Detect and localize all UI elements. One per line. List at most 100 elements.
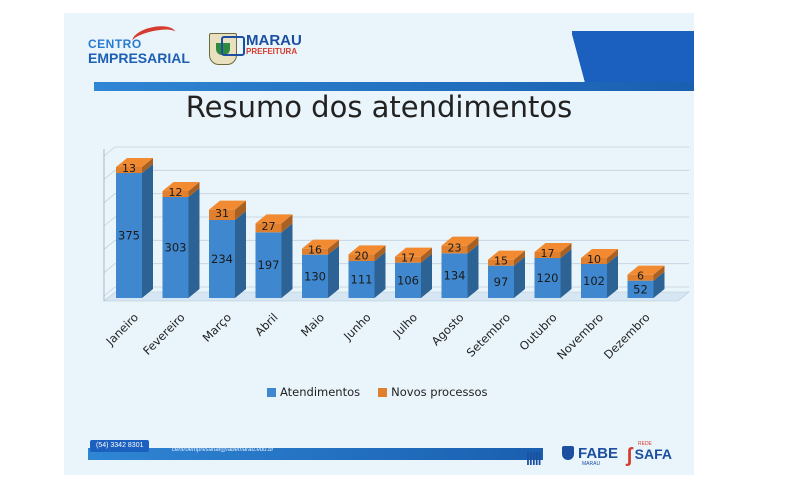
bar-top-novos-processos	[302, 239, 339, 249]
footer-phone: (54) 3342 8301	[90, 440, 150, 452]
chart-title: Resumo dos atendimentos	[185, 90, 573, 124]
bar-side-novos-processos	[467, 236, 479, 254]
safa-name: SAFA	[634, 446, 673, 462]
bar-side-atendimentos	[281, 223, 293, 298]
header-band	[94, 82, 694, 91]
bar-atendimentos	[488, 265, 514, 298]
x-tick-label: Maio	[298, 310, 327, 339]
bar-side-atendimentos	[328, 245, 339, 298]
bar-novos-processos	[627, 274, 654, 281]
bar-side-novos-processos	[421, 247, 432, 263]
bar-atendimentos	[348, 261, 375, 298]
stacked-bar-chart: 375 13 Janeiro 303 12 Fevereiro 234 31 Março 197 2…	[103, 146, 690, 362]
data-label-atendimentos: 97	[494, 275, 509, 289]
bar-side-atendimentos	[653, 271, 665, 298]
safa-s-icon: ʃ	[626, 445, 633, 467]
bar-side-atendimentos	[374, 252, 386, 298]
logo-prefeitura-text: PREFEITURA	[246, 47, 298, 56]
gridline	[103, 146, 689, 157]
municipal-crest-icon	[209, 33, 237, 65]
bar-top-novos-processos	[255, 214, 293, 224]
rede-safa-logo: REDE ʃ SAFA	[626, 441, 673, 468]
bar-side-novos-processos	[281, 214, 293, 233]
safa-pre: REDE	[638, 441, 652, 447]
bar-novos-processos	[116, 167, 142, 173]
legend-item-atendimentos: Atendimentos	[267, 385, 360, 399]
bar-side-atendimentos	[560, 249, 572, 298]
bar-novos-processos	[209, 209, 235, 220]
data-label-atendimentos: 375	[118, 229, 140, 243]
bar-side-novos-processos	[374, 245, 386, 261]
data-label-atendimentos: 134	[444, 269, 466, 283]
bar-novos-processos	[255, 223, 282, 233]
bar-novos-processos	[162, 191, 189, 197]
data-label-novos-processos: 13	[122, 162, 136, 175]
bar-atendimentos	[255, 232, 282, 298]
logo-marau-text: MARAU	[246, 32, 302, 49]
bar-atendimentos	[534, 258, 561, 298]
bar-atendimentos	[441, 253, 468, 298]
bar-top-novos-processos	[581, 249, 618, 258]
bar-side-atendimentos	[467, 244, 479, 298]
data-label-atendimentos: 303	[165, 241, 187, 255]
data-label-novos-processos: 17	[401, 252, 415, 265]
fabe-shield-icon	[562, 446, 574, 460]
x-tick-label: Março	[200, 310, 235, 345]
x-tick-label: Dezembro	[601, 310, 653, 362]
data-label-atendimentos: 106	[397, 273, 419, 287]
bar-side-atendimentos	[514, 256, 525, 298]
bar-side-novos-processos	[235, 200, 246, 220]
bar-atendimentos	[581, 264, 607, 298]
bar-side-atendimentos	[142, 164, 153, 298]
footer-email: centroempresarial@fabemarau.edu.br	[172, 447, 274, 453]
data-label-atendimentos: 197	[258, 258, 280, 272]
bar-top-novos-processos	[395, 247, 432, 257]
data-label-novos-processos: 15	[494, 255, 508, 268]
legend-item-novos-processos: Novos processos	[378, 385, 488, 399]
x-tick-label: Julho	[390, 310, 421, 341]
bar-atendimentos	[116, 173, 142, 298]
bar-novos-processos	[534, 252, 561, 258]
data-label-atendimentos: 234	[211, 252, 233, 266]
data-label-atendimentos: 120	[537, 271, 559, 285]
data-label-atendimentos: 52	[633, 282, 648, 296]
bar-atendimentos	[627, 280, 654, 298]
data-label-novos-processos: 6	[637, 270, 644, 283]
prefeitura-marau-logo: MARAU PREFEITURA	[221, 32, 302, 56]
gridline	[103, 239, 689, 250]
x-tick-label: Junho	[340, 310, 373, 343]
bar-novos-processos	[302, 248, 328, 255]
bar-top-novos-processos	[348, 245, 386, 255]
data-label-novos-processos: 27	[262, 220, 276, 233]
bar-side-atendimentos	[607, 255, 618, 298]
logo-centro-text: CENTRO	[88, 37, 142, 51]
x-tick-label: Setembro	[464, 310, 513, 359]
legend-swatch-atendimentos	[267, 387, 276, 397]
legend-label-atendimentos: Atendimentos	[280, 385, 361, 399]
bar-top-novos-processos	[116, 158, 153, 167]
gridline	[103, 169, 689, 180]
data-label-novos-processos: 12	[169, 186, 183, 199]
bar-side-novos-processos	[607, 249, 618, 264]
data-label-atendimentos: 111	[351, 273, 373, 287]
bar-top-novos-processos	[162, 182, 200, 191]
bar-top-novos-processos	[441, 236, 479, 246]
bar-novos-processos	[581, 258, 607, 264]
bar-atendimentos	[395, 262, 421, 298]
data-label-atendimentos: 102	[583, 274, 605, 288]
data-label-novos-processos: 20	[355, 250, 369, 263]
x-tick-label: Agosto	[429, 310, 467, 348]
bar-side-novos-processos	[560, 243, 572, 258]
gridline	[103, 193, 689, 203]
data-label-novos-processos: 23	[448, 242, 462, 255]
bar-novos-processos	[348, 254, 375, 261]
bar-novos-processos	[441, 245, 468, 254]
x-tick-label: Outubro	[517, 310, 560, 353]
x-tick-label: Novembro	[554, 310, 606, 362]
bar-atendimentos	[209, 220, 235, 298]
chart-legend: Atendimentos Novos processos	[267, 385, 488, 399]
bar-side-novos-processos	[142, 158, 153, 173]
gridline	[103, 216, 689, 227]
marau-mark-icon	[221, 36, 245, 56]
bar-side-atendimentos	[188, 188, 200, 298]
